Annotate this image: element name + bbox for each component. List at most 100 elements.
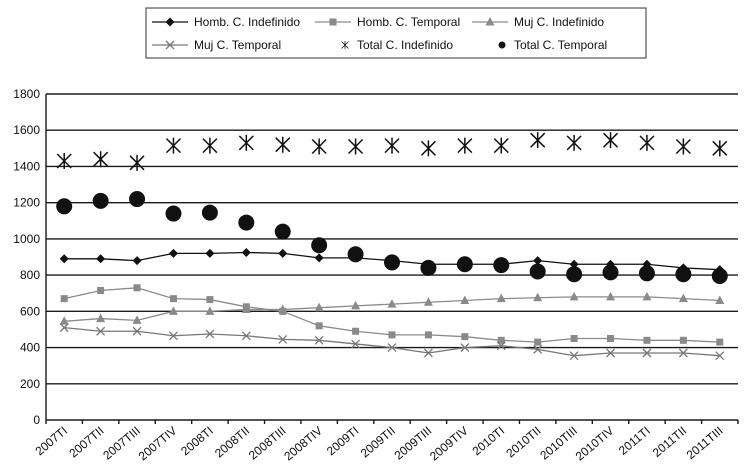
legend-label: Homb. C. Indefinido xyxy=(194,15,300,29)
legend-marker xyxy=(498,41,506,49)
data-point xyxy=(424,331,432,339)
data-point xyxy=(352,327,360,335)
data-point xyxy=(132,326,142,336)
data-point xyxy=(602,264,619,281)
data-point xyxy=(569,351,579,361)
legend-item: Total C. Indefinido xyxy=(341,38,453,52)
data-point xyxy=(387,299,397,308)
legend-label: Homb. C. Temporal xyxy=(357,15,460,29)
data-point xyxy=(716,338,724,346)
data-point xyxy=(311,138,327,155)
data-point xyxy=(205,329,215,339)
x-tick-label: 2011TIII xyxy=(684,424,726,462)
legend-marker xyxy=(165,40,175,50)
data-point xyxy=(387,343,397,353)
data-point xyxy=(314,253,324,263)
data-point xyxy=(496,293,506,303)
data-point xyxy=(642,291,652,301)
legend-item: Total C. Temporal xyxy=(498,38,607,52)
series-4 xyxy=(56,132,728,171)
data-point xyxy=(530,132,546,149)
data-point xyxy=(569,291,579,301)
data-point xyxy=(59,323,69,333)
legend-label: Muj C. Temporal xyxy=(194,38,281,52)
data-point xyxy=(205,306,215,315)
legend-label: Total C. Temporal xyxy=(514,38,607,52)
x-tick-label: 2007TII xyxy=(66,424,106,461)
data-point xyxy=(675,266,692,283)
x-tick-label: 2009TIII xyxy=(392,424,435,463)
data-point xyxy=(96,254,106,264)
data-point xyxy=(315,322,323,330)
legend-box xyxy=(145,7,647,59)
x-tick-label: 2011TI xyxy=(616,424,653,458)
data-point xyxy=(675,138,691,155)
data-point xyxy=(347,246,364,263)
data-point xyxy=(241,247,251,257)
data-point xyxy=(97,287,105,295)
y-tick-label: 800 xyxy=(20,268,40,282)
x-tick-label: 2009TI xyxy=(324,424,362,459)
data-point xyxy=(56,153,72,170)
data-point xyxy=(241,331,251,341)
data-point xyxy=(165,137,182,154)
series-3 xyxy=(59,323,725,361)
data-point xyxy=(92,192,109,209)
data-point xyxy=(132,256,142,266)
data-point xyxy=(642,348,652,358)
data-point xyxy=(566,266,583,283)
data-point xyxy=(493,137,509,154)
data-point xyxy=(278,334,288,344)
data-point xyxy=(566,134,582,151)
data-point xyxy=(205,248,215,258)
x-tick-label: 2008TIV xyxy=(281,424,325,464)
legend-item: Homb. C. Temporal xyxy=(315,15,460,29)
x-tick-label: 2011TII xyxy=(650,424,689,460)
data-point xyxy=(278,304,288,314)
data-point xyxy=(238,214,255,231)
data-point xyxy=(96,313,106,323)
data-point xyxy=(606,291,616,301)
data-point xyxy=(457,137,473,154)
data-point xyxy=(384,254,400,271)
x-tick-label: 2010TIII xyxy=(537,424,580,463)
data-point xyxy=(643,336,651,344)
data-point xyxy=(533,292,543,302)
data-point xyxy=(60,295,68,303)
data-point xyxy=(606,348,615,358)
data-point xyxy=(59,316,69,325)
data-point xyxy=(238,134,254,151)
data-point xyxy=(497,336,505,344)
data-point xyxy=(460,343,470,353)
y-tick-label: 1400 xyxy=(13,159,40,173)
legend-label: Total C. Indefinido xyxy=(357,38,453,52)
data-point xyxy=(201,204,218,221)
data-point xyxy=(168,248,178,258)
y-tick-label: 200 xyxy=(20,377,40,391)
data-point xyxy=(715,295,725,304)
data-point xyxy=(496,341,506,351)
data-point xyxy=(132,315,142,324)
data-point xyxy=(384,137,400,154)
data-point xyxy=(129,191,146,208)
y-tick-labels: 0 200 400 600 800 1000 1200 1400 1600 1800 xyxy=(13,87,40,427)
data-point xyxy=(569,259,579,269)
legend: Homb. C. Indefinido Homb. C. Temporal Muj … xyxy=(145,7,647,59)
x-tick-label: 2010TIV xyxy=(573,424,617,464)
y-tick-label: 400 xyxy=(20,341,40,355)
data-point xyxy=(314,302,324,312)
x-tick-label: 2007TI xyxy=(33,424,71,459)
legend-label: Muj C. Indefinido xyxy=(514,15,604,29)
x-tick-label: 2010TII xyxy=(503,424,543,461)
data-point xyxy=(678,348,688,358)
data-point xyxy=(679,336,687,344)
data-point xyxy=(351,339,361,349)
data-point xyxy=(311,237,328,254)
data-point xyxy=(420,140,436,157)
data-point xyxy=(275,136,291,153)
x-tick-labels: 2007TI2007TII2007TIII2007TIV2008TI2008TI… xyxy=(33,424,726,464)
series xyxy=(56,132,728,361)
data-point xyxy=(169,295,177,303)
data-point xyxy=(165,205,182,222)
